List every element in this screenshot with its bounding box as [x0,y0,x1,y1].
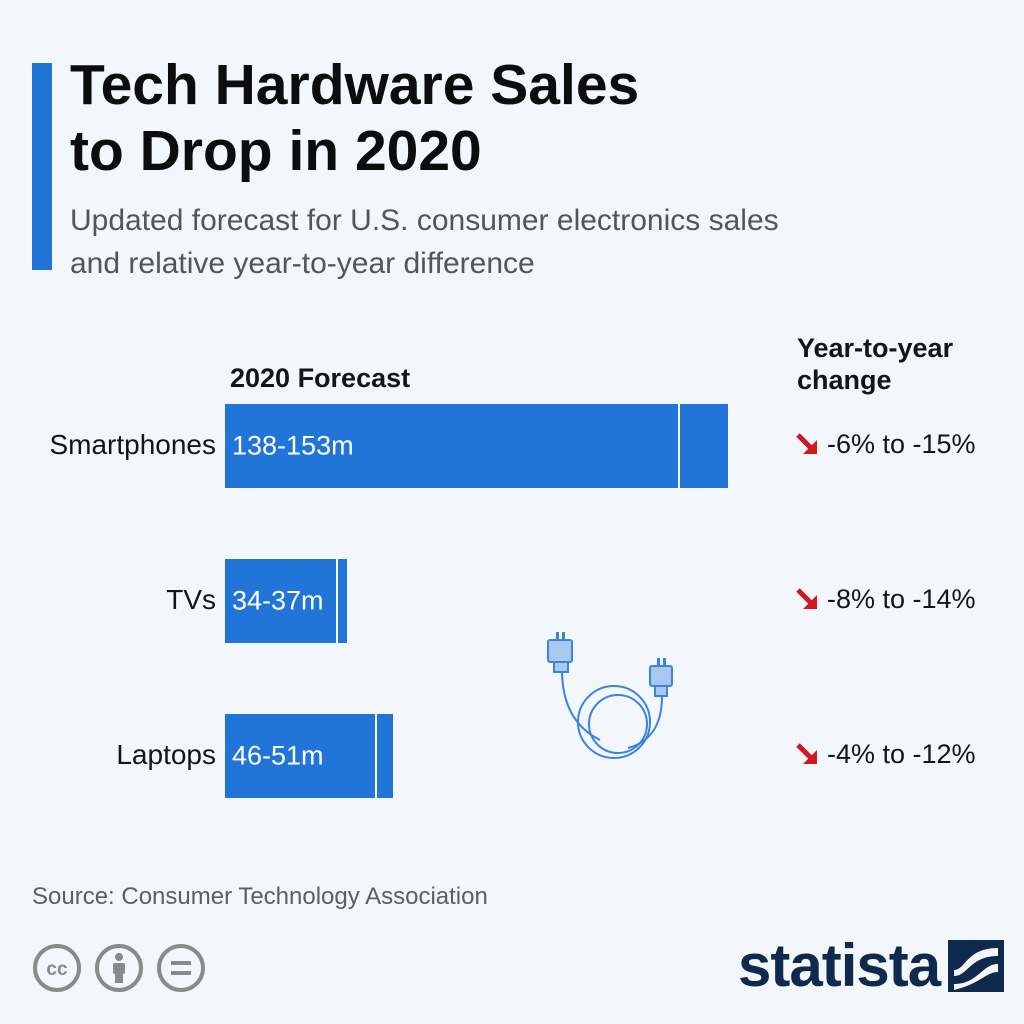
title-accent-bar [32,63,52,270]
change-header-line-1: Year-to-year [797,333,954,363]
license-icons: cc [32,943,206,993]
change-header-line-2: change [797,365,892,395]
subtitle-line-2: and relative year-to-year difference [70,247,535,280]
source-note: Source: Consumer Technology Association [32,883,488,910]
cc-icon[interactable]: cc [32,943,82,993]
forecast-column-header: 2020 Forecast [230,363,411,393]
category-label: Laptops [116,739,216,770]
range-low-marker [375,714,378,798]
range-low-marker [335,559,338,643]
statista-logo[interactable]: statista [738,932,1005,999]
forecast-bar: 46-51m [225,714,393,798]
bar-value-label: 138-153m [232,430,354,461]
yoy-change-label: -8% to -14% [795,584,976,615]
yoy-change-text: -6% to -15% [827,429,976,459]
category-label: Smartphones [49,429,216,460]
yoy-change-label: -4% to -12% [795,739,976,770]
subtitle: Updated forecast for U.S. consumer elect… [70,199,779,285]
category-label: TVs [166,584,216,615]
nd-noderivatives-icon[interactable] [156,943,206,993]
page-title: Tech Hardware Sales to Drop in 2020 [70,52,639,184]
down-arrow-icon [796,432,817,454]
down-arrow-icon [796,587,817,609]
statista-mark-icon [948,940,1005,992]
yoy-change-text: -4% to -12% [827,739,976,769]
title-line-2: to Drop in 2020 [70,119,482,183]
by-attribution-icon[interactable] [94,943,144,993]
forecast-bar: 138-153m [225,404,728,488]
range-low-marker [677,404,680,488]
cable-illustration-icon [547,632,673,759]
subtitle-line-1: Updated forecast for U.S. consumer elect… [70,204,779,237]
svg-text:cc: cc [46,959,68,980]
title-line-1: Tech Hardware Sales [70,53,640,117]
yoy-change-label: -6% to -15% [795,429,976,460]
change-column-header: Year-to-year change [797,332,953,396]
yoy-change-text: -8% to -14% [827,584,976,614]
bar-value-label: 34-37m [232,585,324,616]
forecast-bar: 34-37m [225,559,347,643]
bar-value-label: 46-51m [232,740,324,771]
down-arrow-icon [796,742,817,764]
logo-wordmark: statista [738,932,941,999]
